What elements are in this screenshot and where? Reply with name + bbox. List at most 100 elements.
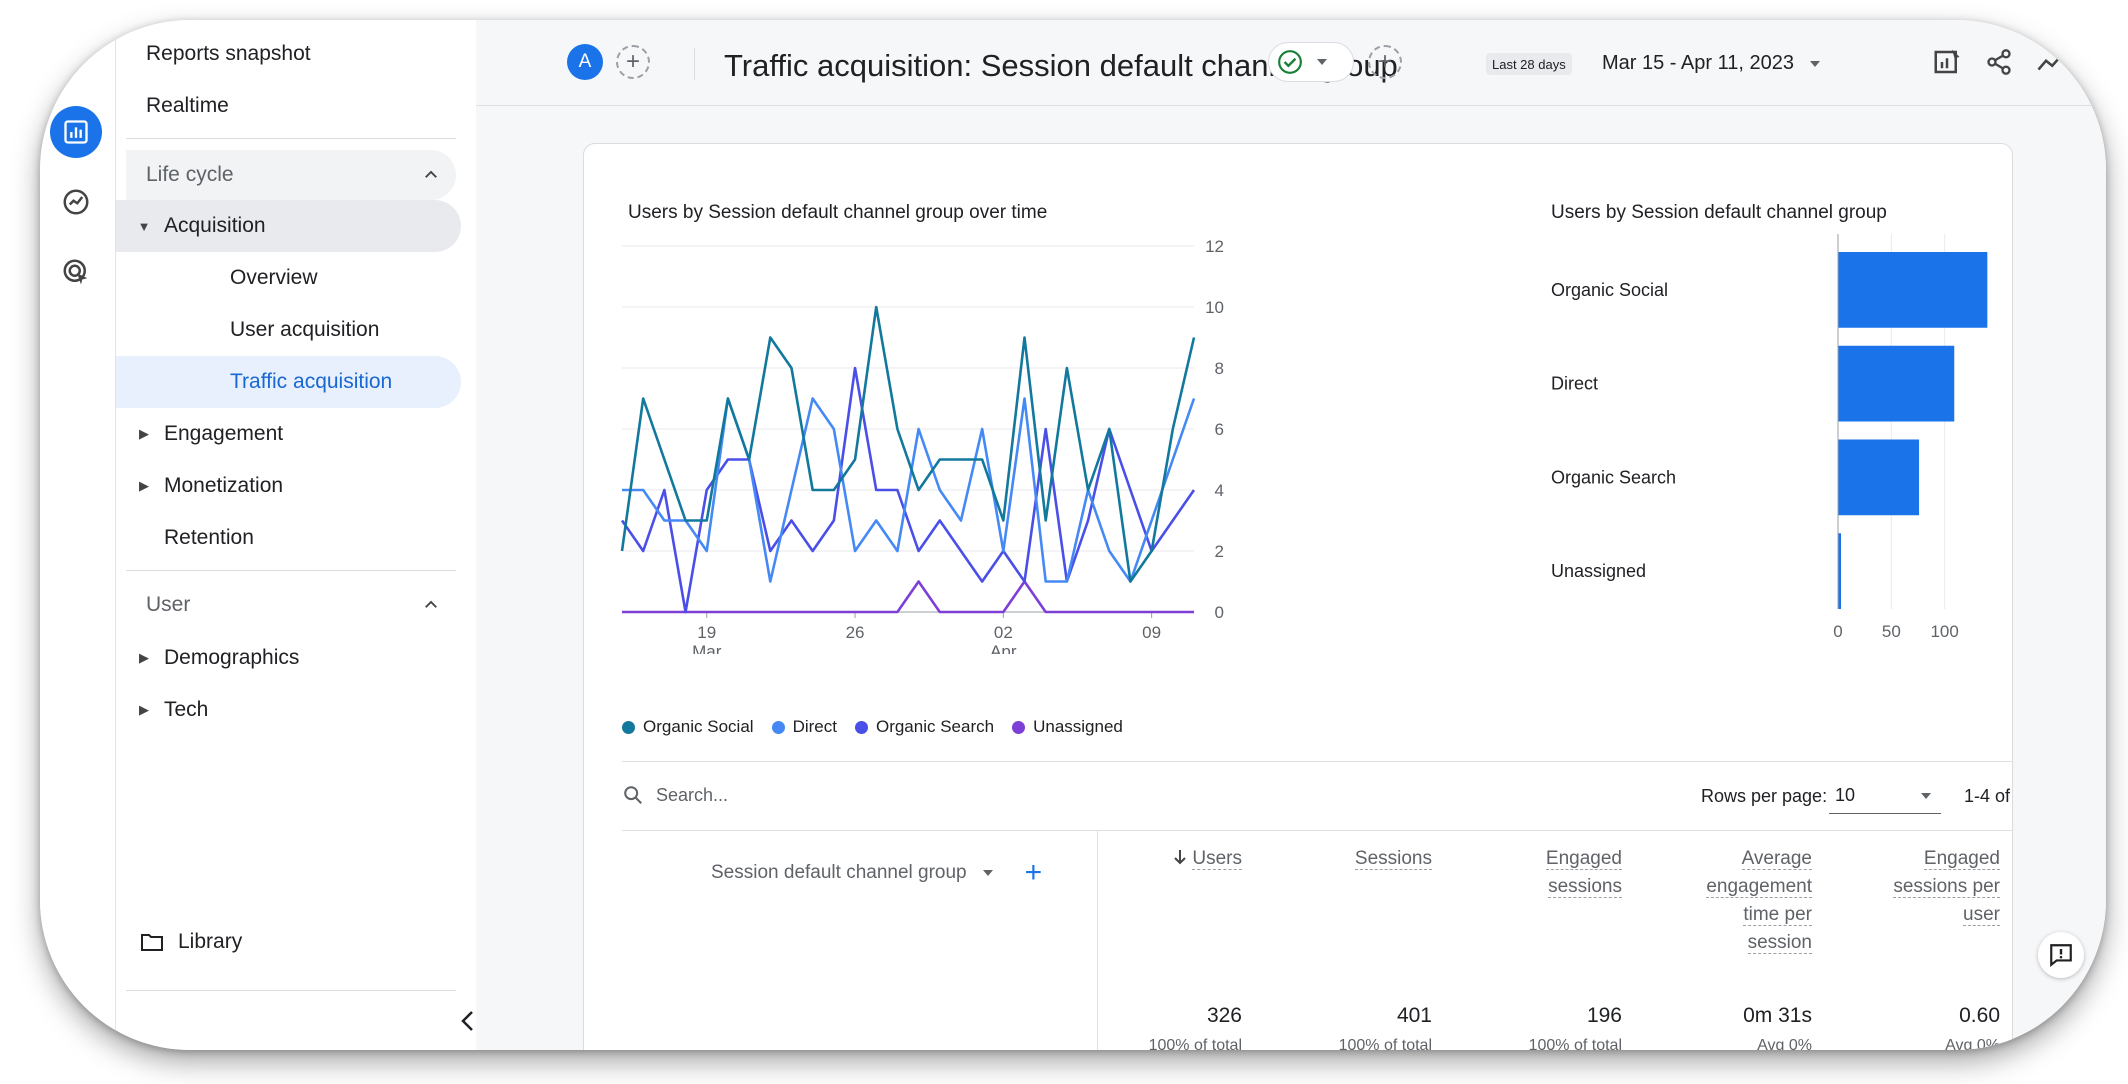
bar bbox=[1838, 345, 1955, 422]
legend-item[interactable]: Unassigned bbox=[1012, 717, 1123, 737]
sessions-column-header[interactable]: Sessions bbox=[1272, 845, 1432, 873]
y-tick-label: 8 bbox=[1215, 359, 1224, 378]
y-tick-label: 4 bbox=[1215, 481, 1224, 500]
caret-down-icon bbox=[1317, 59, 1327, 65]
collapse-sidebar-button[interactable] bbox=[458, 1008, 478, 1040]
nav-label: Traffic acquisition bbox=[230, 370, 393, 393]
legend-label: Organic Search bbox=[875, 717, 995, 736]
add-comparison-button[interactable]: + bbox=[616, 45, 650, 79]
x-tick-label: 100 bbox=[1930, 622, 1958, 641]
nav-engagement[interactable]: ▶ Engagement bbox=[130, 410, 283, 458]
header-separator bbox=[694, 48, 695, 80]
nav-overview[interactable]: Overview bbox=[230, 254, 318, 302]
chevron-up-icon bbox=[425, 170, 437, 178]
nav-monetization[interactable]: ▶ Monetization bbox=[130, 462, 283, 510]
rows-per-page-select[interactable]: 10 bbox=[1829, 778, 1941, 814]
nav-retention[interactable]: Retention bbox=[164, 514, 254, 562]
x-tick-label: 26 bbox=[846, 623, 865, 642]
users-column-header[interactable]: Users bbox=[1092, 845, 1242, 873]
rows-per-page-label: Rows per page: bbox=[1701, 786, 1828, 806]
date-preset-chip: Last 28 days bbox=[1486, 53, 1572, 75]
legend-item[interactable]: Organic Social bbox=[622, 717, 754, 737]
feedback-button[interactable] bbox=[2038, 932, 2084, 978]
sort-down-arrow-icon bbox=[1174, 850, 1187, 865]
legend-label: Direct bbox=[792, 717, 837, 736]
add-dimension-button[interactable]: + bbox=[1024, 856, 1043, 889]
date-range-picker[interactable]: Mar 15 - Apr 11, 2023 bbox=[1602, 52, 1822, 75]
chevron-left-icon bbox=[461, 1011, 473, 1031]
caret-down-icon bbox=[1809, 61, 1820, 67]
avg-engagement-time-column-header[interactable]: Average engagement time per session bbox=[1642, 845, 1812, 957]
bar-chart-icon bbox=[64, 120, 88, 144]
table-search[interactable]: Search... bbox=[622, 775, 2012, 815]
y-tick-label: 10 bbox=[1205, 298, 1224, 317]
main-content: A + Traffic acquisition: Session default… bbox=[476, 20, 2106, 1050]
series-line-direct bbox=[622, 397, 1196, 583]
nav-user-acquisition[interactable]: User acquisition bbox=[230, 306, 379, 354]
column-title: sessions bbox=[1548, 876, 1622, 898]
share-icon bbox=[1987, 49, 2011, 75]
report-card: Users by Session default channel group o… bbox=[583, 143, 2013, 1050]
legend-swatch bbox=[854, 720, 868, 734]
acquisition-highlight bbox=[116, 200, 461, 252]
category-label: Organic Search bbox=[1551, 467, 1676, 487]
nav-traffic-acquisition[interactable]: Traffic acquisition bbox=[230, 358, 392, 406]
nav-tech[interactable]: ▶ Tech bbox=[130, 686, 208, 734]
column-title: sessions per bbox=[1893, 876, 2000, 898]
customize-report-button[interactable] bbox=[1929, 44, 1965, 80]
advertising-nav-button[interactable] bbox=[50, 246, 102, 298]
nav-label: Demographics bbox=[164, 646, 300, 669]
column-title: Sessions bbox=[1354, 848, 1432, 870]
nav-library[interactable]: Library bbox=[140, 918, 242, 966]
nav-label: Realtime bbox=[146, 94, 229, 117]
legend-item[interactable]: Direct bbox=[771, 717, 837, 737]
caret-right-icon: ▶ bbox=[139, 426, 149, 441]
engaged-sessions-per-user-column-header[interactable]: Engaged sessions per user bbox=[1830, 845, 2000, 929]
caret-down-icon: ▼ bbox=[137, 218, 151, 234]
nav-realtime[interactable]: Realtime bbox=[146, 82, 229, 130]
column-title: session bbox=[1747, 932, 1812, 954]
legend-item[interactable]: Organic Search bbox=[854, 717, 995, 737]
bar bbox=[1838, 533, 1841, 609]
x-tick-label: 19 bbox=[697, 623, 716, 642]
insights-button[interactable] bbox=[2033, 44, 2069, 80]
report-header: A + Traffic acquisition: Session default… bbox=[476, 20, 2106, 106]
nav-demographics[interactable]: ▶ Demographics bbox=[130, 634, 299, 682]
caret-right-icon: ▶ bbox=[139, 702, 149, 717]
category-label: Direct bbox=[1551, 374, 1598, 394]
bar bbox=[1838, 252, 1988, 328]
explore-nav-button[interactable] bbox=[50, 176, 102, 228]
report-status-pill[interactable] bbox=[1268, 42, 1354, 82]
legend-swatch bbox=[771, 720, 785, 734]
avg-engagement-time-sub: Avg 0% bbox=[1757, 1037, 1812, 1050]
insights-icon bbox=[2037, 49, 2064, 71]
column-title: Engaged bbox=[1545, 848, 1622, 870]
nav-reports-snapshot[interactable]: Reports snapshot bbox=[146, 30, 311, 78]
pagination-status: 1-4 of 4 bbox=[1964, 786, 2012, 806]
engaged-sessions-total-sub: 100% of total bbox=[1528, 1037, 1622, 1050]
nav-label: Acquisition bbox=[164, 214, 266, 237]
date-range-label: Mar 15 - Apr 11, 2023 bbox=[1602, 52, 1794, 74]
add-filter-button[interactable]: + bbox=[1368, 45, 1402, 79]
nav-divider bbox=[126, 570, 456, 571]
column-title: Users bbox=[1192, 848, 1242, 870]
app-window: Reports snapshot Realtime Life cycle ▼ A… bbox=[40, 20, 2106, 1050]
user-section-header[interactable]: User bbox=[126, 580, 456, 630]
engaged-sessions-column-header[interactable]: Engaged sessions bbox=[1462, 845, 1622, 901]
legend-label: Organic Social bbox=[643, 717, 754, 736]
nav-divider bbox=[126, 990, 456, 991]
dimension-column-header[interactable]: Session default channel group + bbox=[711, 858, 1042, 888]
y-tick-label: 2 bbox=[1215, 542, 1224, 561]
search-input[interactable]: Search... bbox=[656, 784, 729, 805]
series-line-organic-social bbox=[620, 305, 1196, 583]
caret-down-icon bbox=[1921, 792, 1931, 799]
share-button[interactable] bbox=[1981, 44, 2017, 80]
bar-chart: 0 50 100 Organic Social Direct Organic Search… bbox=[1551, 234, 1988, 641]
x-tick-label: 09 bbox=[1142, 623, 1161, 642]
caret-right-icon: ▶ bbox=[139, 650, 149, 665]
comparison-avatar[interactable]: A bbox=[567, 44, 603, 80]
lifecycle-section-header[interactable]: Life cycle bbox=[126, 150, 456, 200]
reports-nav-button[interactable] bbox=[50, 106, 102, 158]
nav-acquisition[interactable]: ▼ Acquisition bbox=[130, 202, 266, 250]
